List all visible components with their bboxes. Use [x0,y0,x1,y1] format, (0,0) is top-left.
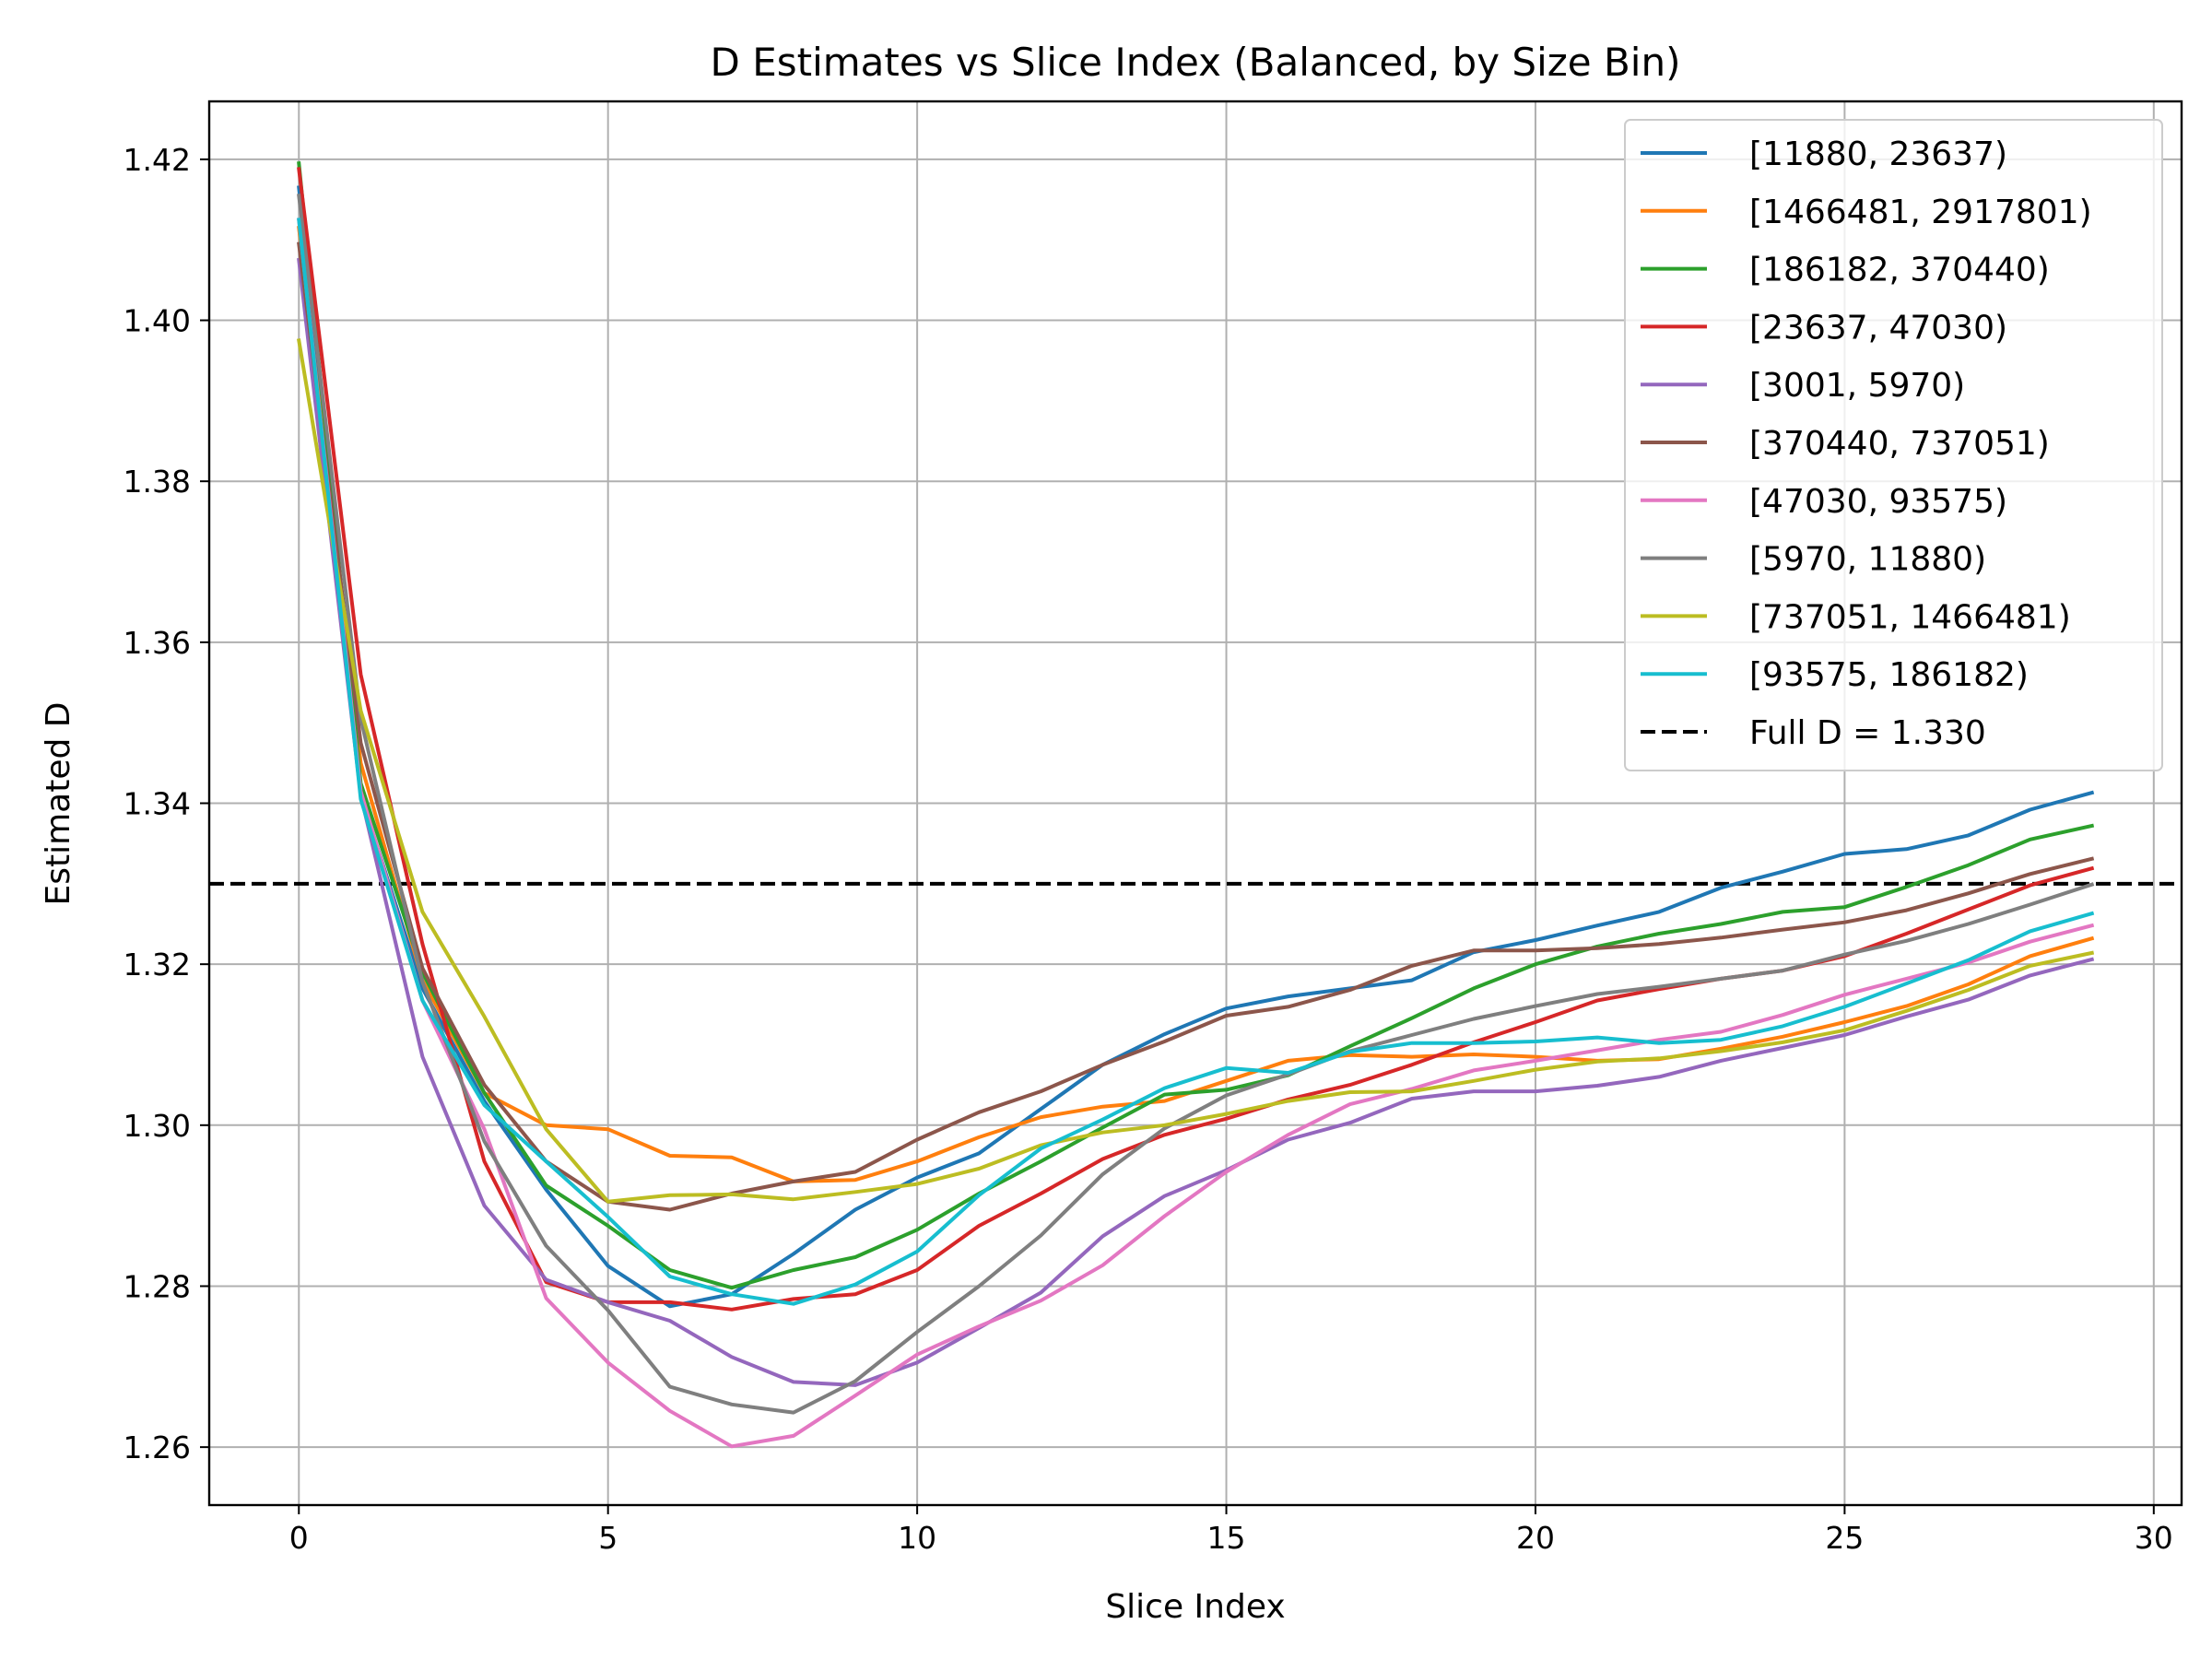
x-tick-label: 25 [1825,1520,1864,1556]
x-tick-label: 0 [289,1520,309,1556]
x-tick-label: 5 [598,1520,618,1556]
y-axis-ticks: 1.26 1.28 1.30 1.32 1.34 1.36 1.38 1.40 1.42 [124,142,209,1465]
y-tick-label: 1.40 [124,303,191,339]
legend-label: [1466481, 2917801) [1749,194,2092,231]
y-tick-label: 1.34 [124,786,191,822]
series-layer [296,161,2095,1449]
x-tick-label: 20 [1516,1520,1555,1556]
x-tick-label: 15 [1207,1520,1246,1556]
legend-label: [23637, 47030) [1749,309,2007,347]
x-tick-label: 10 [898,1520,936,1556]
legend-label: [47030, 93575) [1749,483,2007,521]
y-tick-label: 1.28 [124,1268,191,1304]
legend-label: [11880, 23637) [1749,135,2007,173]
legend-label: [186182, 370440) [1749,252,2050,289]
legend-label: [3001, 5970) [1749,367,1965,405]
series-line-7 [297,193,2095,1415]
x-tick-label: 30 [2135,1520,2173,1556]
y-tick-label: 1.38 [124,464,191,500]
y-tick-label: 1.36 [124,625,191,661]
x-axis-ticks: 0 5 10 15 20 25 30 [289,1505,2173,1556]
series-line-6 [297,218,2095,1449]
legend-label: [370440, 737051) [1749,425,2050,463]
y-axis-label: Estimated D [40,701,77,905]
legend-label: [5970, 11880) [1749,541,1986,579]
legend-box [1624,119,2163,771]
y-tick-label: 1.32 [124,947,191,982]
x-axis-label: Slice Index [1105,1588,1285,1626]
series-line-2 [297,161,2095,1290]
chart-title: D Estimates vs Slice Index (Balanced, by… [711,40,1681,85]
legend-label: [737051, 1466481) [1749,598,2071,636]
series-line-8 [296,338,2095,1204]
legend-label: [93575, 186182) [1749,656,2029,694]
legend: [11880, 23637) [1466481, 2917801) [186182,… [1624,119,2163,771]
y-tick-label: 1.30 [124,1108,191,1144]
series-line-5 [297,241,2095,1212]
series-line-9 [297,218,2095,1306]
y-tick-label: 1.42 [124,142,191,178]
legend-label: Full D = 1.330 [1749,714,1986,752]
series-line-0 [297,185,2095,1309]
y-tick-label: 1.26 [124,1430,191,1465]
